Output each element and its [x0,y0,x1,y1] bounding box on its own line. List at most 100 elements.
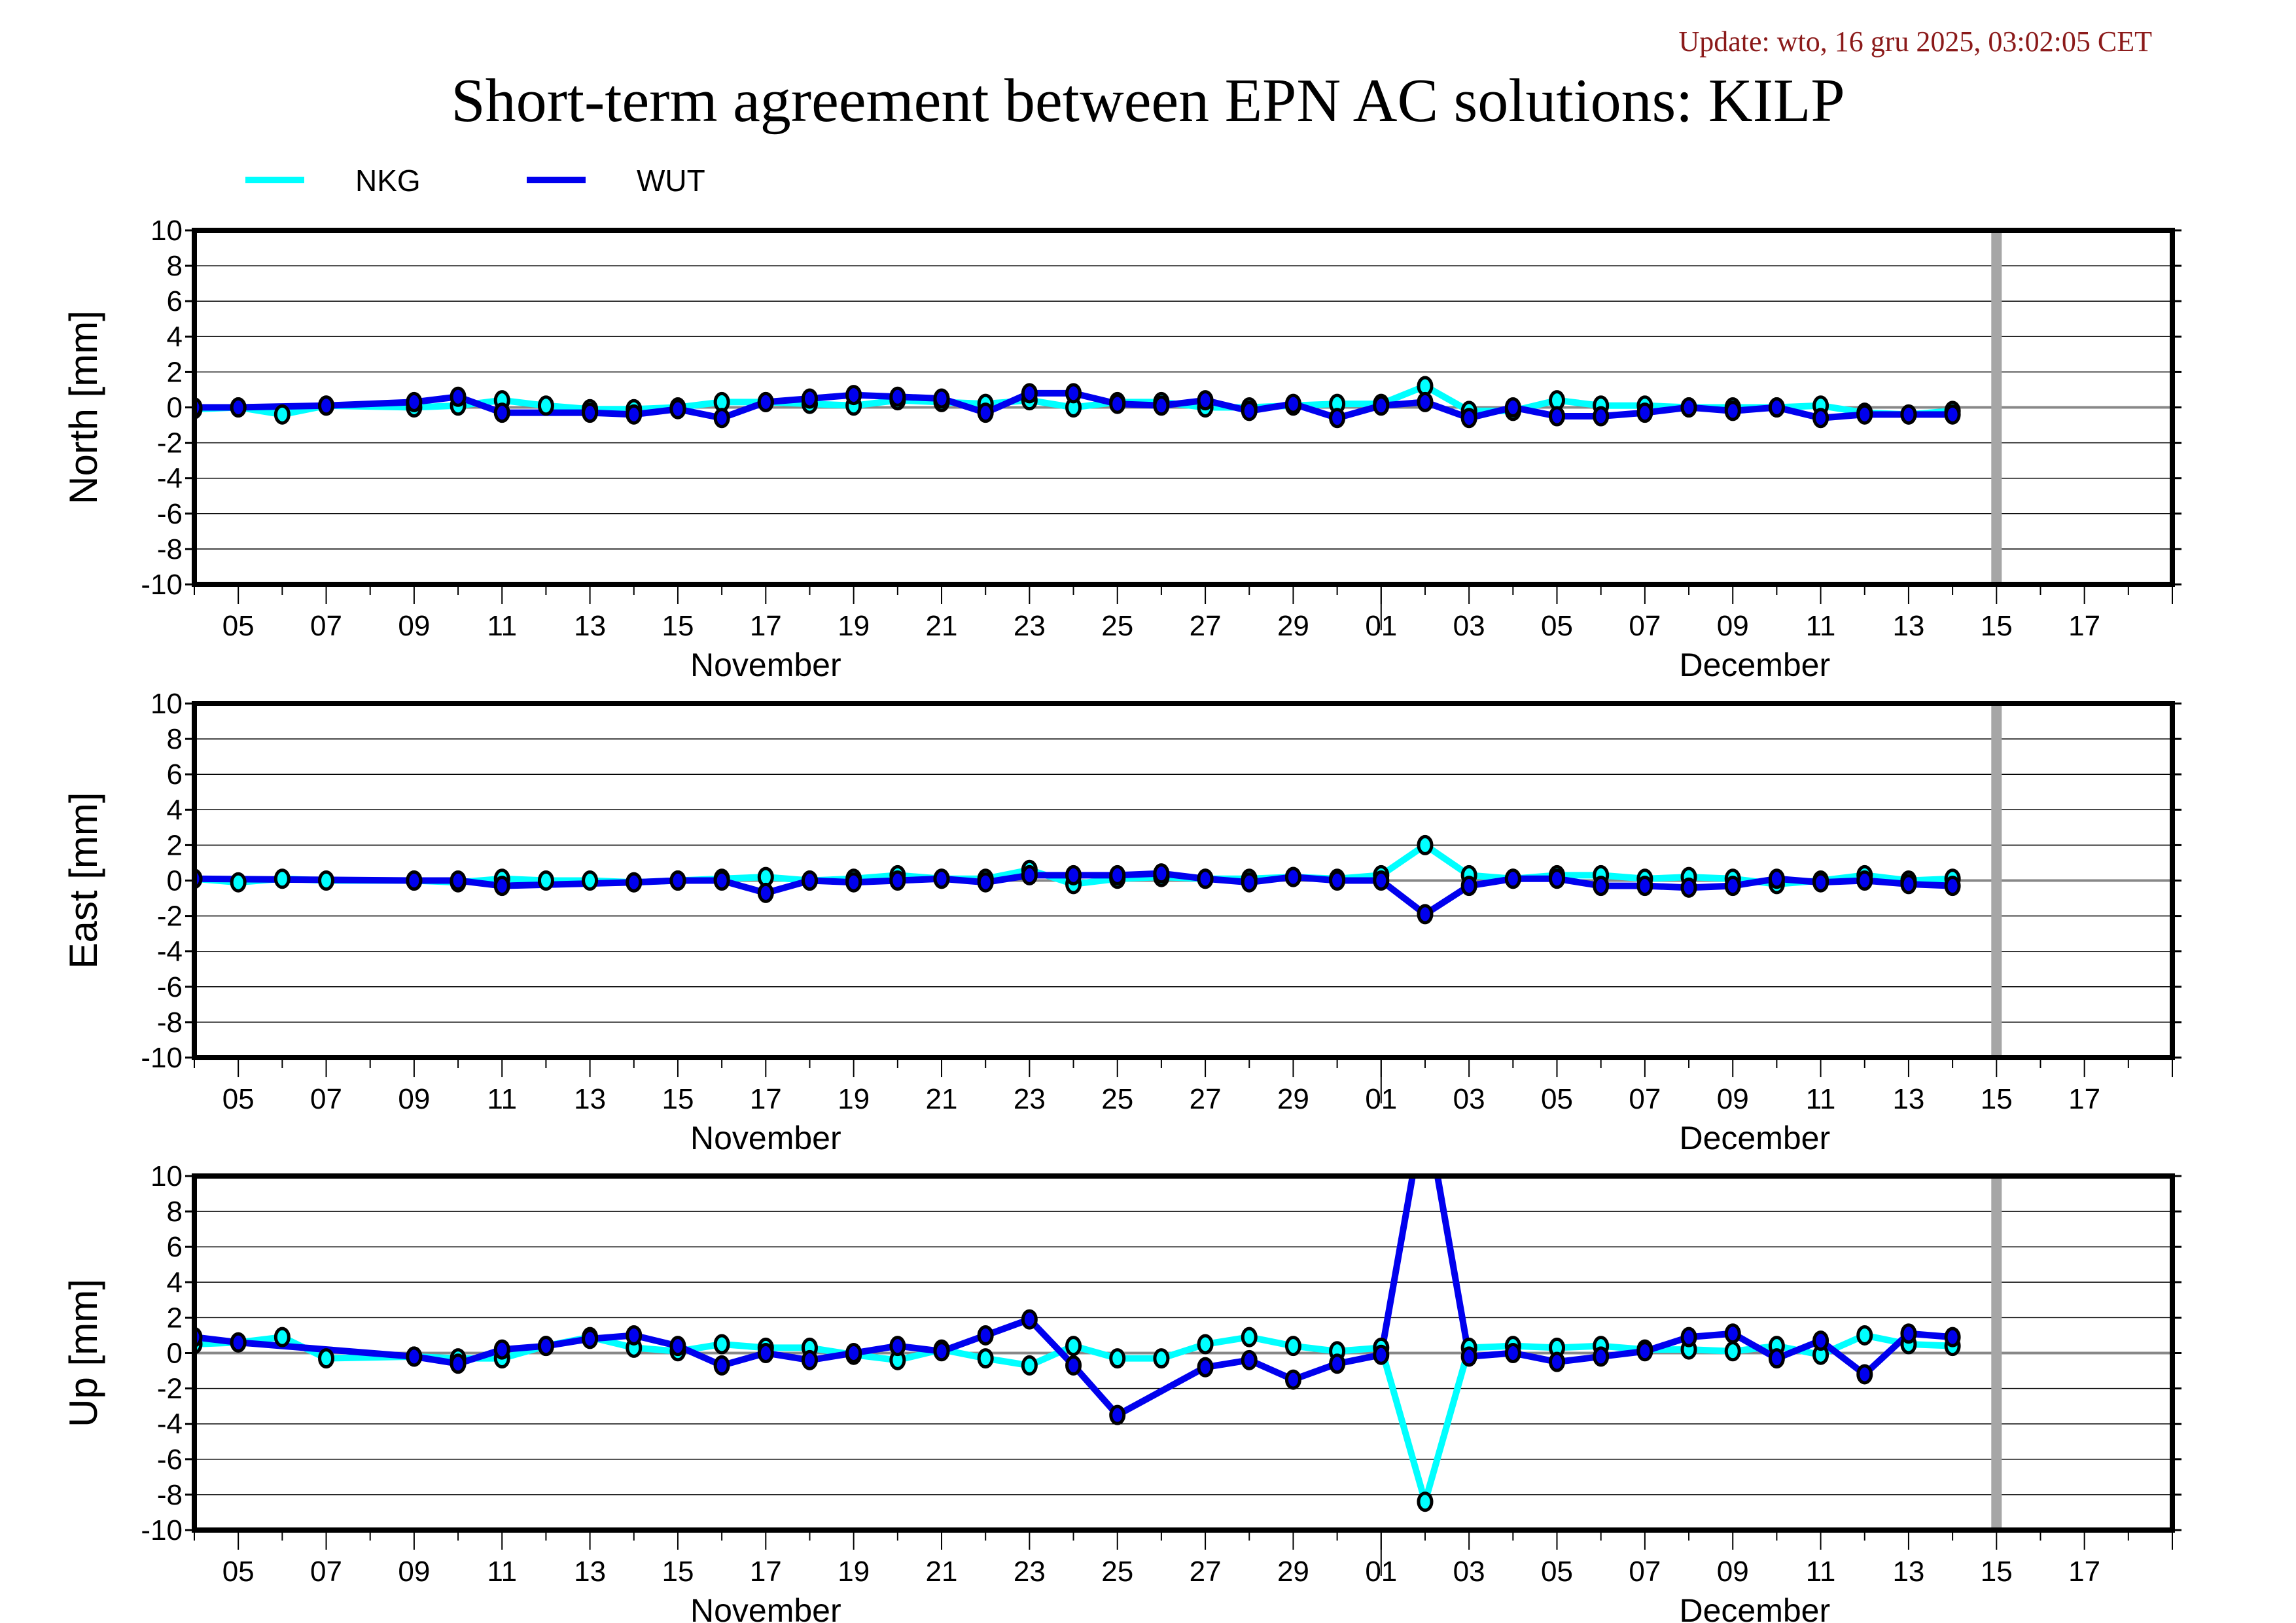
data-point-wut [1197,868,1214,889]
y-tick-label: 6 [167,285,183,317]
x-tick-label: 05 [1541,610,1573,642]
month-label: November [690,647,841,683]
data-point-nkg [582,870,599,891]
data-point-wut [1549,1351,1566,1372]
data-point-wut [1021,865,1038,885]
x-tick-label: 15 [1981,1083,2013,1115]
data-point-nkg [318,1348,335,1369]
data-point-wut [801,1349,818,1370]
data-point-wut [1241,401,1258,421]
data-point-nkg [318,870,335,891]
x-tick-label: 25 [1101,1556,1133,1588]
y-tick-label: -10 [141,1042,183,1074]
y-tick-label: -6 [157,1444,183,1476]
x-tick-label: 29 [1277,610,1309,642]
data-point-wut [801,388,818,409]
data-point-wut [230,1332,247,1353]
data-point-wut [1856,404,1873,425]
data-point-wut [626,404,643,425]
y-tick-label: 4 [167,794,183,826]
data-point-wut [1812,1330,1829,1351]
series-line-nkg [194,1332,1953,1505]
data-point-wut [889,386,906,407]
data-point-wut [1065,1355,1082,1376]
x-tick-label: 17 [2068,1556,2100,1588]
x-tick-label: 13 [574,1083,606,1115]
data-point-wut [1153,395,1170,416]
data-point-wut [1241,872,1258,893]
data-point-wut [406,870,423,891]
y-tick-label: 6 [167,758,183,791]
data-point-nkg [1153,1348,1170,1369]
data-point-wut [713,1355,730,1376]
x-tick-label: 17 [2068,1083,2100,1115]
x-tick-label: 11 [1806,1083,1836,1115]
data-point-nkg [274,1327,291,1347]
y-tick-label: 2 [167,356,183,388]
x-tick-label: 09 [1717,1556,1749,1588]
data-point-wut [1636,402,1653,423]
data-point-wut [1417,391,1434,412]
data-point-wut [669,870,686,891]
data-point-wut [801,870,818,891]
data-point-wut [1593,1346,1610,1367]
x-tick-label: 27 [1190,610,1222,642]
x-tick-label: 19 [838,1556,870,1588]
data-point-wut [626,1325,643,1346]
x-tick-label: 09 [1717,1083,1749,1115]
data-point-wut [1021,1309,1038,1330]
data-point-wut [1768,397,1785,418]
month-label: December [1679,647,1830,683]
data-point-nkg [274,868,291,889]
y-axis-label: North [mm] [62,310,105,505]
x-tick-label: 13 [1892,1556,1924,1588]
data-point-wut [493,876,510,897]
series-line-nkg [194,383,1953,418]
x-tick-label: 01 [1365,610,1397,642]
y-tick-label: 2 [167,1302,183,1334]
month-label: November [690,1592,841,1623]
y-tick-label: 2 [167,829,183,861]
data-point-wut [933,1341,950,1362]
data-point-wut [1373,395,1390,416]
x-tick-label: 29 [1277,1556,1309,1588]
y-tick-label: -4 [157,463,183,495]
x-tick-label: 27 [1190,1083,1222,1115]
x-tick-label: 17 [750,610,782,642]
y-axis-label: East [mm] [62,792,105,969]
data-point-wut [1900,404,1917,425]
x-tick-label: 03 [1453,1083,1485,1115]
x-tick-label: 21 [926,1083,958,1115]
x-tick-label: 09 [398,610,430,642]
data-point-wut [1768,868,1785,889]
x-tick-label: 15 [662,1556,694,1588]
data-point-wut [1812,872,1829,893]
data-point-wut [713,408,730,429]
data-point-wut [1856,1364,1873,1385]
y-tick-label: -8 [157,1007,183,1039]
x-tick-label: 25 [1101,610,1133,642]
data-point-nkg [537,395,554,416]
y-tick-label: 0 [167,1338,183,1370]
x-tick-label: 17 [750,1556,782,1588]
data-point-wut [450,870,467,891]
x-tick-label: 07 [310,1083,342,1115]
data-point-wut [1724,401,1741,421]
x-tick-label: 05 [1541,1083,1573,1115]
data-point-wut [1856,870,1873,891]
month-label: December [1679,1120,1830,1156]
data-point-wut [1109,865,1126,885]
data-point-wut [1329,1353,1346,1374]
data-point-wut [933,868,950,889]
x-tick-label: 11 [1806,610,1836,642]
x-tick-label: 05 [222,1083,255,1115]
data-point-wut [845,1343,862,1363]
chart-title: Short-term agreement between EPN AC solu… [451,67,1845,135]
data-point-wut [1680,397,1697,418]
data-point-nkg [1284,1336,1301,1357]
data-point-wut [1900,874,1917,895]
data-point-wut [757,882,774,903]
data-point-wut [626,872,643,893]
x-tick-label: 05 [222,1556,255,1588]
y-tick-label: 0 [167,865,183,897]
